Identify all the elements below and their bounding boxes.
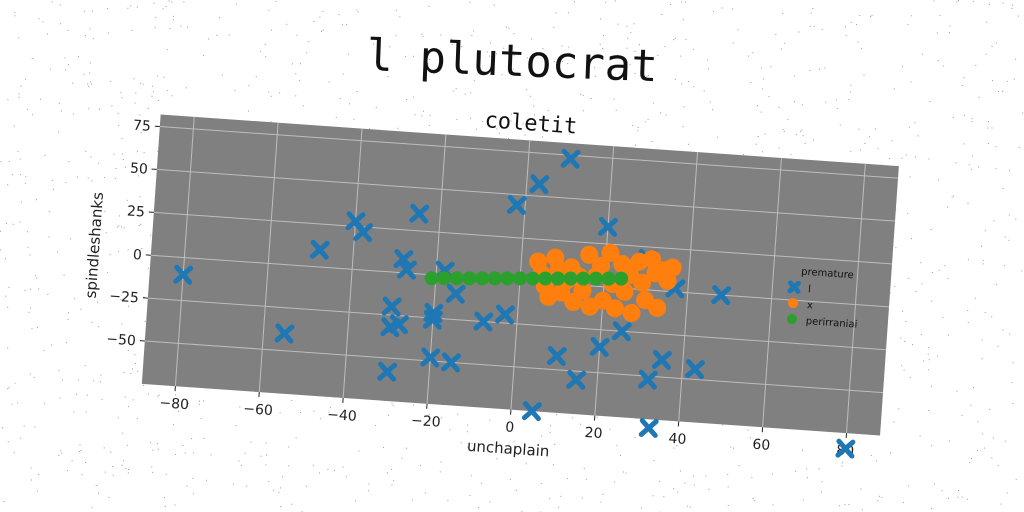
x-marker-point [506, 194, 527, 215]
y-grid-line [144, 340, 884, 394]
series-0 [173, 148, 856, 459]
x-marker-point [309, 239, 330, 260]
x-grid-line [258, 122, 279, 393]
circle-marker-point [437, 271, 452, 286]
x-tick-label: 60 [752, 437, 771, 454]
x-tick-label: −40 [327, 407, 358, 425]
x-tick-label: −80 [159, 395, 190, 413]
x-grid-line [678, 152, 699, 422]
y-grid-line [153, 211, 893, 265]
x-marker-point [353, 222, 374, 243]
x-marker-point [638, 417, 659, 438]
x-marker-point [422, 309, 443, 330]
circle-marker-point [500, 271, 515, 286]
legend-marker [786, 314, 797, 325]
legend-entry-label: x [807, 300, 814, 311]
x-marker-point [420, 347, 441, 368]
circle-marker-point [605, 299, 624, 318]
x-marker-point [835, 438, 856, 459]
circle-marker-point [551, 271, 566, 286]
circle-marker-point [588, 271, 603, 286]
x-tick-label: −20 [410, 413, 441, 431]
x-grid-line [174, 116, 195, 387]
legend-entry-label: l [808, 284, 812, 295]
x-marker-point [529, 174, 550, 195]
x-marker-point [611, 321, 632, 342]
x-marker-point [787, 280, 801, 294]
x-tick-label: 40 [668, 431, 687, 448]
circle-marker-point [538, 271, 553, 286]
circle-marker-point [563, 271, 578, 286]
circle-marker-point [615, 282, 634, 301]
x-marker-point [494, 304, 515, 325]
circle-marker-point [592, 257, 611, 276]
x-marker-point [566, 369, 587, 390]
x-tick-label: 0 [505, 419, 515, 436]
y-axis-label: spindleshanks [82, 191, 107, 299]
x-marker-point [560, 148, 581, 169]
x-marker-point [388, 314, 409, 335]
circle-marker-point [663, 258, 682, 277]
y-tick-label: 75 [132, 118, 151, 135]
x-tick-label: 20 [584, 425, 603, 442]
circle-marker-point [475, 271, 490, 286]
data-points [173, 148, 856, 459]
x-marker-point [589, 336, 610, 357]
circle-marker-point [573, 281, 592, 300]
circle-marker-point [487, 271, 502, 286]
x-marker-point [445, 283, 466, 304]
circle-marker-point [525, 271, 540, 286]
circle-marker-point [424, 271, 439, 286]
x-grid-line [342, 128, 363, 398]
x-marker-point [441, 352, 461, 373]
series-2 [424, 271, 629, 286]
x-marker-point [685, 359, 705, 380]
circle-marker-point [601, 243, 620, 262]
y-tick-label: 0 [132, 247, 142, 264]
x-marker-point [637, 369, 658, 390]
x-marker-point [396, 259, 417, 280]
circle-marker-point [580, 245, 599, 264]
circle-marker-point [576, 271, 591, 286]
circle-marker-point [513, 271, 528, 286]
x-marker-point [521, 401, 542, 422]
circle-marker-point [648, 298, 667, 317]
y-tick-label: 25 [126, 203, 145, 220]
y-tick-label: −25 [109, 288, 140, 306]
chart-title: coletit [484, 108, 578, 139]
y-grid-line [159, 126, 899, 179]
x-marker-point [381, 296, 402, 317]
circle-marker-point [622, 303, 641, 322]
x-marker-point [546, 346, 567, 366]
circle-marker-point [643, 250, 662, 269]
circle-marker-point [462, 271, 477, 286]
x-marker-point [173, 264, 194, 285]
circle-marker-point [601, 271, 616, 286]
legend-marker [788, 298, 799, 309]
x-axis-label: unchaplain [466, 437, 550, 461]
y-grid-line [156, 168, 896, 222]
x-grid-line [762, 157, 782, 428]
axis-ticks: −80−60−40−200204060807550250−25−50 [106, 118, 855, 460]
x-grid-line [845, 163, 866, 434]
y-tick-label: −50 [106, 331, 137, 349]
legend-entry-label: perirraniai [805, 316, 857, 331]
x-marker-point [598, 216, 618, 237]
legend: premature lx perirraniai [786, 267, 858, 331]
x-marker-point [377, 361, 398, 382]
x-marker-point [651, 349, 672, 370]
legend-title: premature [801, 267, 854, 282]
y-tick-label: 50 [129, 161, 148, 178]
x-marker-point [711, 285, 732, 306]
x-marker-point [274, 323, 295, 344]
x-marker-point [409, 203, 430, 224]
circle-marker-point [614, 271, 629, 286]
y-grid-line [147, 297, 887, 351]
circle-marker-point [449, 271, 464, 286]
x-marker-point [473, 311, 494, 332]
x-tick-label: −60 [243, 401, 274, 419]
circle-marker-point [633, 273, 652, 292]
